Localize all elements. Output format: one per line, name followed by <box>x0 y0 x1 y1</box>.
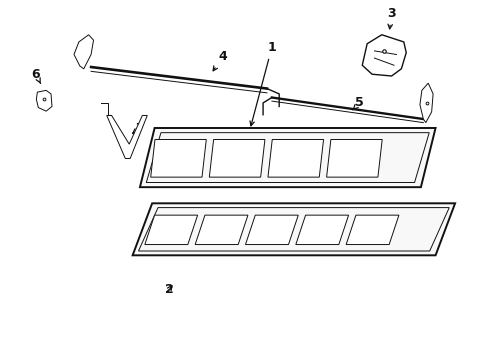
Text: 6: 6 <box>31 68 41 84</box>
Polygon shape <box>346 215 399 244</box>
Polygon shape <box>140 128 436 187</box>
Polygon shape <box>36 90 52 111</box>
Polygon shape <box>296 215 348 244</box>
Text: 5: 5 <box>353 96 364 110</box>
Text: 2: 2 <box>165 283 173 296</box>
Polygon shape <box>145 215 197 244</box>
Polygon shape <box>151 139 206 177</box>
Polygon shape <box>245 215 298 244</box>
Text: 7: 7 <box>132 122 145 135</box>
Polygon shape <box>195 215 248 244</box>
Text: 4: 4 <box>213 50 227 71</box>
Text: 3: 3 <box>387 7 396 29</box>
Polygon shape <box>107 116 147 158</box>
Polygon shape <box>268 139 323 177</box>
Polygon shape <box>133 203 455 255</box>
Polygon shape <box>74 35 94 69</box>
Polygon shape <box>420 83 433 123</box>
Polygon shape <box>209 139 265 177</box>
Polygon shape <box>327 139 382 177</box>
Polygon shape <box>362 35 406 76</box>
Text: 1: 1 <box>250 41 276 126</box>
